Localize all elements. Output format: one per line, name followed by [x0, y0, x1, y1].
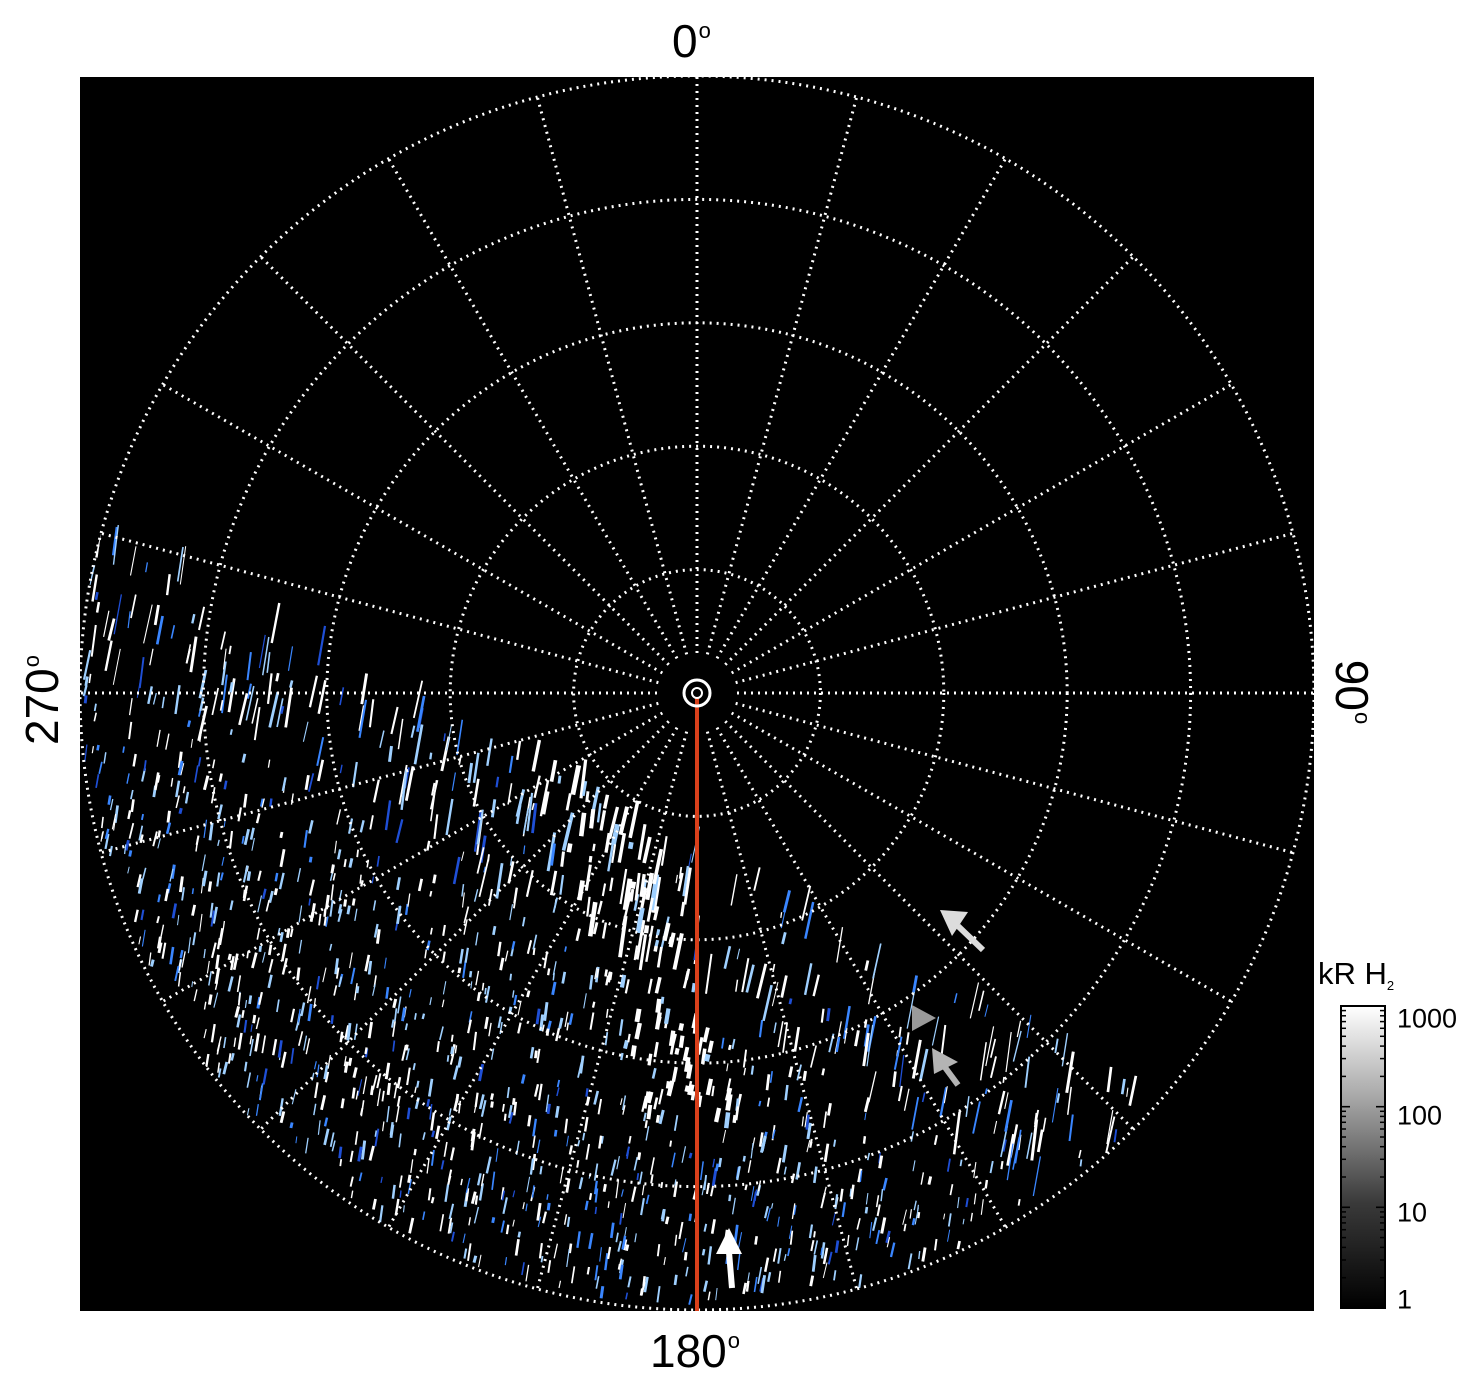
- grid-spoke: [535, 96, 689, 655]
- colorbar-tick-1: 1: [1397, 1284, 1413, 1315]
- grid-ring: [448, 444, 946, 942]
- grid-spoke: [735, 531, 1294, 685]
- grid-spoke: [705, 731, 859, 1290]
- pole-marker-dot: [691, 687, 703, 699]
- grid-spoke: [735, 701, 1294, 855]
- colorbar-tick-10: 10: [1397, 1197, 1428, 1228]
- grid-spoke: [387, 726, 679, 1229]
- azimuth-label-0: 0o: [672, 15, 711, 67]
- grid-spoke: [100, 531, 659, 685]
- azimuth-label-90: 90o: [1326, 659, 1378, 725]
- grid-spoke: [259, 255, 670, 666]
- grid-spoke: [715, 157, 1007, 660]
- azimuth-label-270: 270o: [16, 655, 68, 745]
- colorbar-minor-ticks: [1341, 1005, 1385, 1309]
- grid-ring: [201, 197, 1193, 1189]
- colorbar-title: kR H2: [1318, 956, 1395, 993]
- arrow-left-triangle-icon: [912, 1005, 936, 1031]
- arrow-upper-left-icon: [932, 1048, 961, 1087]
- colorbar-tick-100: 100: [1397, 1100, 1443, 1131]
- grid-spoke: [715, 726, 1007, 1229]
- grid-ring: [572, 568, 822, 818]
- grid-spoke: [730, 711, 1233, 1003]
- arrow-up-icon: [716, 1228, 742, 1289]
- grid-spoke: [259, 720, 670, 1131]
- grid-spoke: [724, 720, 1135, 1131]
- grid-spoke: [705, 96, 859, 655]
- colorbar-tick-1000: 1000: [1397, 1003, 1458, 1034]
- azimuth-label-180: 180o: [650, 1325, 740, 1377]
- pole-marker: [682, 678, 712, 708]
- grid-spoke: [161, 383, 664, 675]
- grid-spoke: [724, 255, 1135, 666]
- grid-spoke: [730, 383, 1233, 675]
- colorbar-gradient: [1340, 1005, 1386, 1309]
- grid-spoke: [161, 711, 664, 1003]
- grid-spoke: [387, 157, 679, 660]
- grid-spoke: [100, 701, 659, 855]
- colorbar: [1340, 1005, 1386, 1309]
- polar-grid: [80, 77, 1314, 1311]
- grid-spoke: [535, 731, 689, 1290]
- arrow-upper-left-icon: [940, 910, 986, 953]
